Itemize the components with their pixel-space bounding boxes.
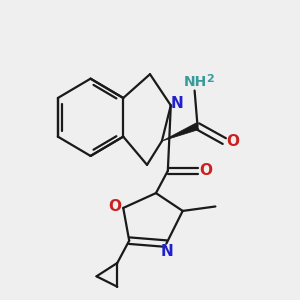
Text: NH: NH [184, 75, 207, 88]
Polygon shape [162, 123, 199, 141]
Text: N: N [170, 95, 183, 110]
Text: N: N [161, 244, 174, 259]
Text: O: O [108, 199, 121, 214]
Text: 2: 2 [206, 74, 214, 84]
Text: O: O [200, 163, 212, 178]
Text: O: O [226, 134, 239, 148]
